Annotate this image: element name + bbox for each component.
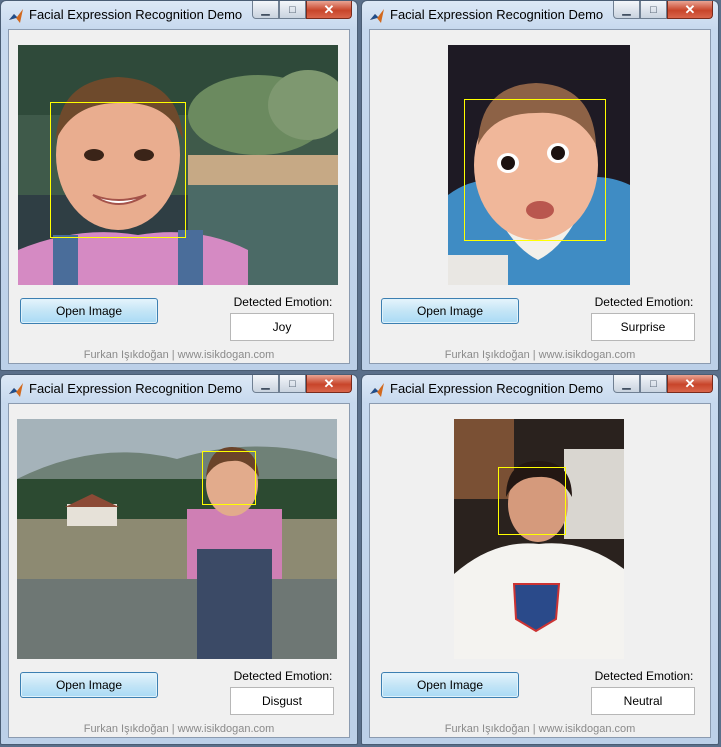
- window-title: Facial Expression Recognition Demo: [390, 381, 604, 396]
- window-neutral: Facial Expression Recognition Demo ▁ □ ✕…: [361, 374, 719, 745]
- maximize-icon: □: [650, 3, 657, 16]
- emotion-result-box: Joy: [230, 313, 334, 341]
- detected-emotion-label: Detected Emotion:: [233, 295, 333, 309]
- footer-credit: Furkan Işıkdoğan | www.isikdogan.com: [444, 349, 636, 361]
- close-icon: ✕: [684, 375, 696, 391]
- maximize-button[interactable]: □: [279, 375, 306, 393]
- minimize-icon: ▁: [622, 378, 631, 390]
- title-bar[interactable]: Facial Expression Recognition Demo ▁ □ ✕: [1, 375, 357, 403]
- window-joy: Facial Expression Recognition Demo ▁ □ ✕…: [0, 0, 358, 371]
- maximize-icon: □: [650, 377, 657, 390]
- detected-emotion-label: Detected Emotion:: [594, 669, 694, 683]
- window-controls: ▁ □ ✕: [252, 1, 352, 21]
- figure-client-area: surprised baby in blue sweater Open Imag…: [369, 29, 711, 364]
- minimize-icon: ▁: [622, 4, 631, 16]
- title-bar[interactable]: Facial Expression Recognition Demo ▁ □ ✕: [362, 1, 718, 29]
- detected-emotion-label: Detected Emotion:: [594, 295, 694, 309]
- window-title: Facial Expression Recognition Demo: [390, 7, 604, 22]
- close-button[interactable]: ✕: [667, 1, 713, 19]
- window-controls: ▁ □ ✕: [613, 375, 713, 395]
- face-detection-box: [464, 99, 606, 241]
- minimize-icon: ▁: [261, 4, 270, 16]
- maximize-icon: □: [289, 3, 296, 16]
- matlab-icon: [9, 383, 23, 397]
- matlab-icon: [9, 9, 23, 23]
- photo-axes: smiling boy by a lake: [18, 45, 338, 285]
- open-image-button[interactable]: Open Image: [20, 298, 158, 324]
- close-icon: ✕: [323, 375, 335, 391]
- footer-credit: Furkan Işıkdoğan | www.isikdogan.com: [444, 723, 636, 735]
- photo-axes: toddler in overalls by a lake: [17, 419, 337, 659]
- window-title: Facial Expression Recognition Demo: [29, 381, 243, 396]
- close-button[interactable]: ✕: [306, 375, 352, 393]
- footer-credit: Furkan Işıkdoğan | www.isikdogan.com: [83, 723, 275, 735]
- maximize-button[interactable]: □: [640, 375, 667, 393]
- close-icon: ✕: [323, 1, 335, 17]
- close-button[interactable]: ✕: [306, 1, 352, 19]
- matlab-icon: [370, 383, 384, 397]
- photo-image: teenage boy in white t-shirt: [454, 419, 624, 659]
- title-bar[interactable]: Facial Expression Recognition Demo ▁ □ ✕: [1, 1, 357, 29]
- photo-image: toddler in overalls by a lake: [17, 419, 337, 659]
- close-icon: ✕: [684, 1, 696, 17]
- face-detection-box: [498, 467, 566, 535]
- close-button[interactable]: ✕: [667, 375, 713, 393]
- window-controls: ▁ □ ✕: [613, 1, 713, 21]
- window-surprise: Facial Expression Recognition Demo ▁ □ ✕…: [361, 0, 719, 371]
- open-image-button[interactable]: Open Image: [20, 672, 158, 698]
- title-bar[interactable]: Facial Expression Recognition Demo ▁ □ ✕: [362, 375, 718, 403]
- minimize-button[interactable]: ▁: [613, 375, 640, 393]
- photo-image: surprised baby in blue sweater: [448, 45, 630, 285]
- minimize-icon: ▁: [261, 378, 270, 390]
- face-detection-box: [50, 102, 186, 238]
- photo-image: smiling boy by a lake: [18, 45, 338, 285]
- maximize-button[interactable]: □: [640, 1, 667, 19]
- minimize-button[interactable]: ▁: [613, 1, 640, 19]
- footer-credit: Furkan Işıkdoğan | www.isikdogan.com: [83, 349, 275, 361]
- minimize-button[interactable]: ▁: [252, 375, 279, 393]
- window-title: Facial Expression Recognition Demo: [29, 7, 243, 22]
- figure-client-area: toddler in overalls by a lake Open Image…: [8, 403, 350, 738]
- figure-client-area: teenage boy in white t-shirt Open Image …: [369, 403, 711, 738]
- detected-emotion-label: Detected Emotion:: [233, 669, 333, 683]
- open-image-button[interactable]: Open Image: [381, 672, 519, 698]
- maximize-icon: □: [289, 377, 296, 390]
- window-disgust: Facial Expression Recognition Demo ▁ □ ✕…: [0, 374, 358, 745]
- matlab-icon: [370, 9, 384, 23]
- maximize-button[interactable]: □: [279, 1, 306, 19]
- open-image-button[interactable]: Open Image: [381, 298, 519, 324]
- window-controls: ▁ □ ✕: [252, 375, 352, 395]
- emotion-result-box: Surprise: [591, 313, 695, 341]
- photo-axes: teenage boy in white t-shirt: [454, 419, 624, 659]
- photo-axes: surprised baby in blue sweater: [448, 45, 630, 285]
- face-detection-box: [202, 451, 256, 505]
- figure-client-area: smiling boy by a lake Open Image Detec: [8, 29, 350, 364]
- minimize-button[interactable]: ▁: [252, 1, 279, 19]
- emotion-result-box: Neutral: [591, 687, 695, 715]
- emotion-result-box: Disgust: [230, 687, 334, 715]
